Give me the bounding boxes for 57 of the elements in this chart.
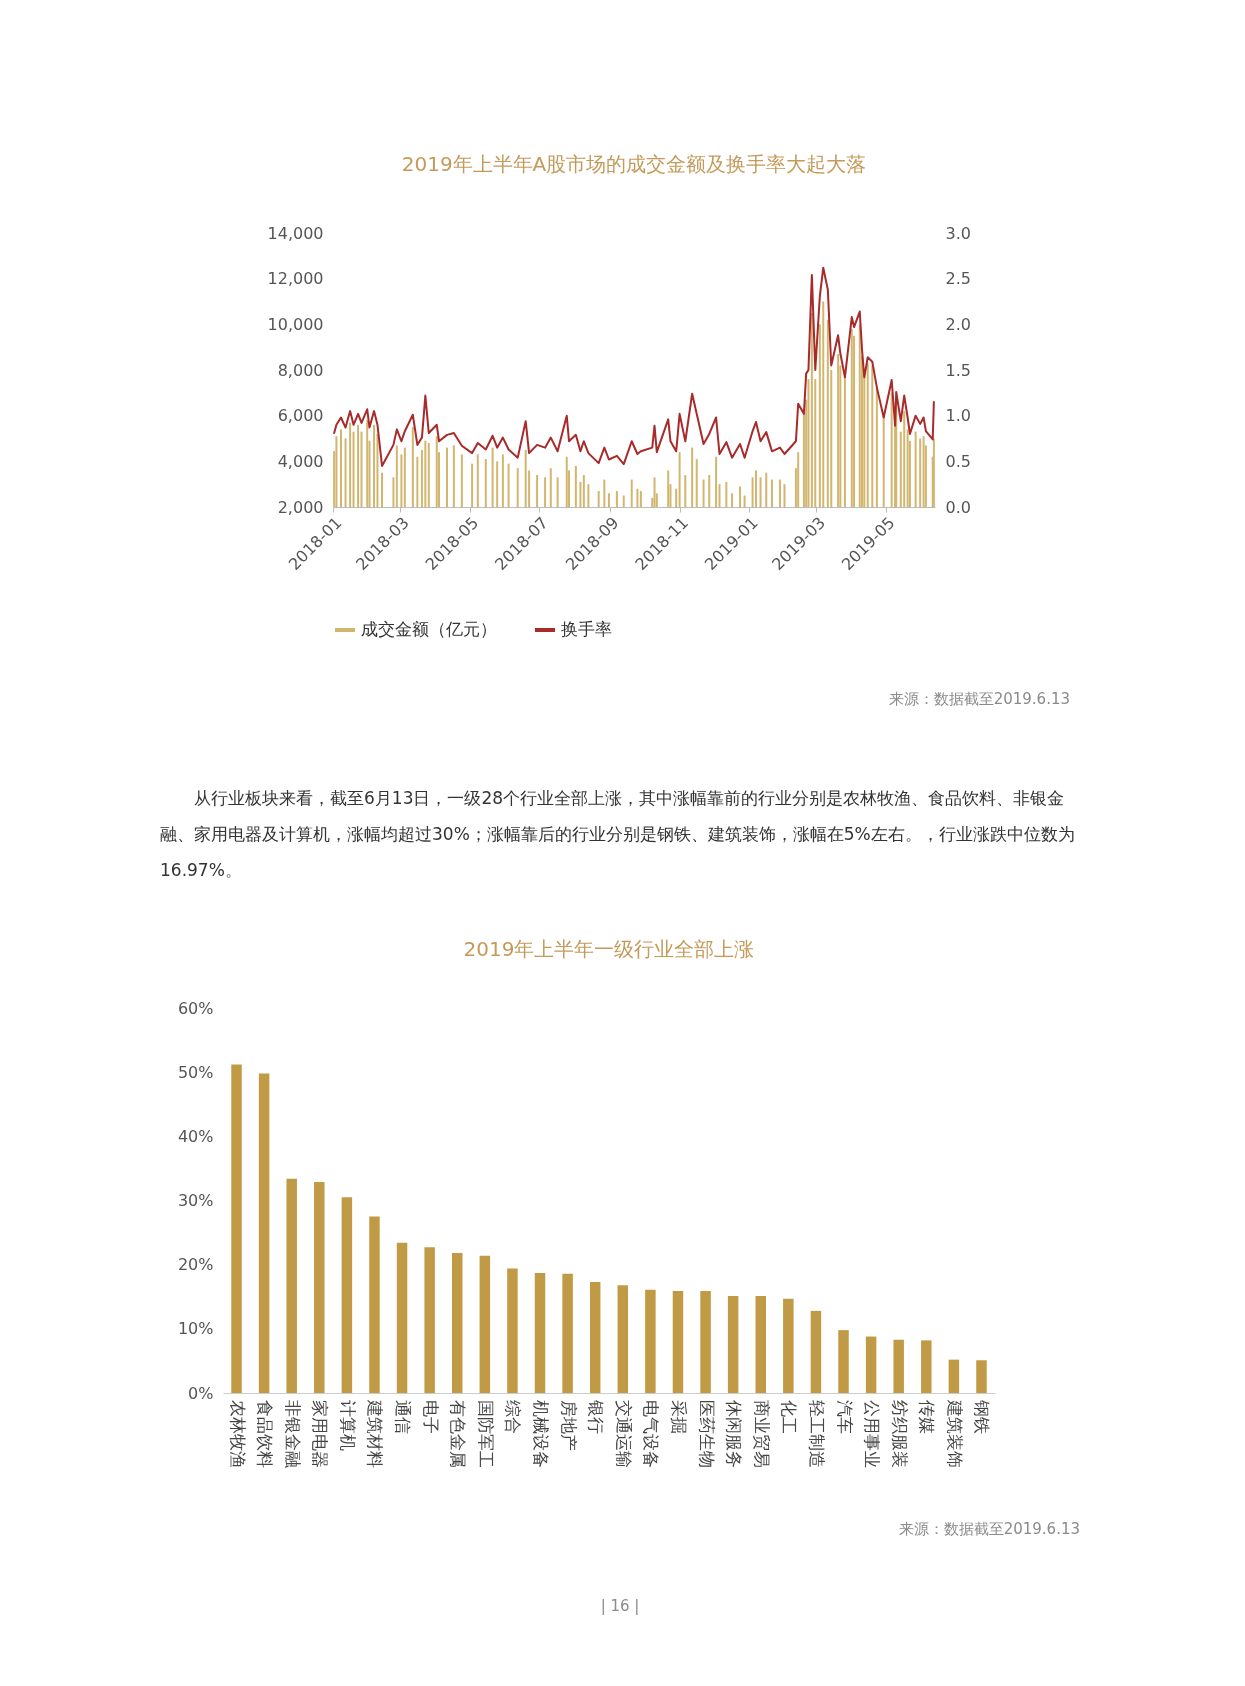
chart-title: 2019年上半年一级行业全部上涨 [463, 937, 755, 961]
y-tick-label: 4,000 [277, 451, 324, 471]
y-tick-label: 10,000 [267, 314, 324, 334]
legend-label: 成交金额（亿元） [361, 619, 497, 639]
x-tick-label: 商业贸易 [751, 1399, 772, 1468]
y-tick-label: 6,000 [277, 406, 324, 426]
x-tick-label: 建筑材料 [365, 1398, 386, 1468]
y2-tick-label: 0.0 [945, 497, 971, 517]
y-tick-label: 30% [177, 1191, 214, 1210]
x-tick-label: 有色金属 [448, 1399, 469, 1468]
x-tick-label: 建筑装饰 [944, 1398, 965, 1468]
x-tick-label: 公用事业 [862, 1399, 883, 1468]
chart-title: 2019年上半年A股市场的成交金额及换手率大起大落 [401, 152, 867, 176]
y-tick-label: 2,000 [277, 497, 324, 517]
x-tick-label: 交通运输 [613, 1399, 634, 1468]
x-tick-label: 机械设备 [531, 1399, 552, 1468]
x-tick-label: 轻工制造 [806, 1399, 827, 1468]
x-tick-label: 非银金融 [282, 1399, 303, 1468]
y-tick-label: 40% [177, 1126, 214, 1146]
y2-tick-label: 2.0 [945, 314, 971, 334]
x-tick-label: 采掘 [668, 1399, 689, 1434]
y-tick-label: 20% [177, 1255, 214, 1275]
x-tick-label: 通信 [393, 1399, 414, 1434]
x-tick-label: 农林牧渔 [227, 1399, 248, 1468]
y2-tick-label: 1.5 [945, 360, 971, 380]
y-tick-label: 60% [177, 998, 214, 1018]
x-tick-label: 纺织服装 [889, 1399, 910, 1468]
x-tick-label: 综合 [503, 1399, 524, 1434]
source-note: 来源：数据截至2019.6.13 [898, 1520, 1080, 1539]
y2-tick-label: 3.0 [945, 223, 971, 243]
y-tick-label: 50% [177, 1062, 214, 1082]
x-tick-label: 银行 [586, 1398, 607, 1434]
x-tick-label: 钢铁 [972, 1398, 993, 1434]
y-tick-label: 0% [188, 1383, 214, 1403]
y-tick-label: 8,000 [277, 360, 324, 380]
x-tick-label: 计算机 [337, 1399, 358, 1451]
text: | 16 | [599, 1597, 641, 1615]
legend-label: 换手率 [561, 619, 612, 639]
y-tick-label: 12,000 [267, 269, 324, 289]
x-tick-label: 传媒 [917, 1399, 938, 1434]
x-tick-label: 国防军工 [475, 1399, 496, 1468]
x-tick-label: 电子 [420, 1399, 441, 1434]
x-tick-label: 汽车 [834, 1399, 855, 1434]
x-tick-label: 医药生物 [696, 1399, 717, 1468]
x-tick-label: 家用电器 [310, 1399, 331, 1468]
text: 从行业板块来看，截至6月13日，一级28个行业全部上涨，其中涨幅靠前的行业分别是农林牧渔、食品饮料、非银金融、家用电器及计算机，涨幅均超过30%；涨幅靠后的行业分别是钢铁、建筑装饰，涨幅在5%左右。，行业涨跌中位数为16.97%。 [160, 787, 1076, 882]
y2-tick-label: 1.0 [945, 406, 971, 426]
source-note: 来源：数据截至2019.6.13 [888, 690, 1070, 709]
x-tick-label: 房地产 [558, 1399, 579, 1451]
y-tick-label: 14,000 [267, 223, 324, 243]
x-tick-label: 休闲服务 [724, 1399, 745, 1468]
y2-tick-label: 0.5 [945, 451, 971, 471]
y2-tick-label: 2.5 [945, 269, 971, 289]
x-tick-label: 化工 [779, 1399, 800, 1434]
x-tick-label: 食品饮料 [255, 1399, 276, 1468]
y-tick-label: 10% [177, 1319, 214, 1339]
x-tick-label: 电气设备 [641, 1399, 662, 1468]
